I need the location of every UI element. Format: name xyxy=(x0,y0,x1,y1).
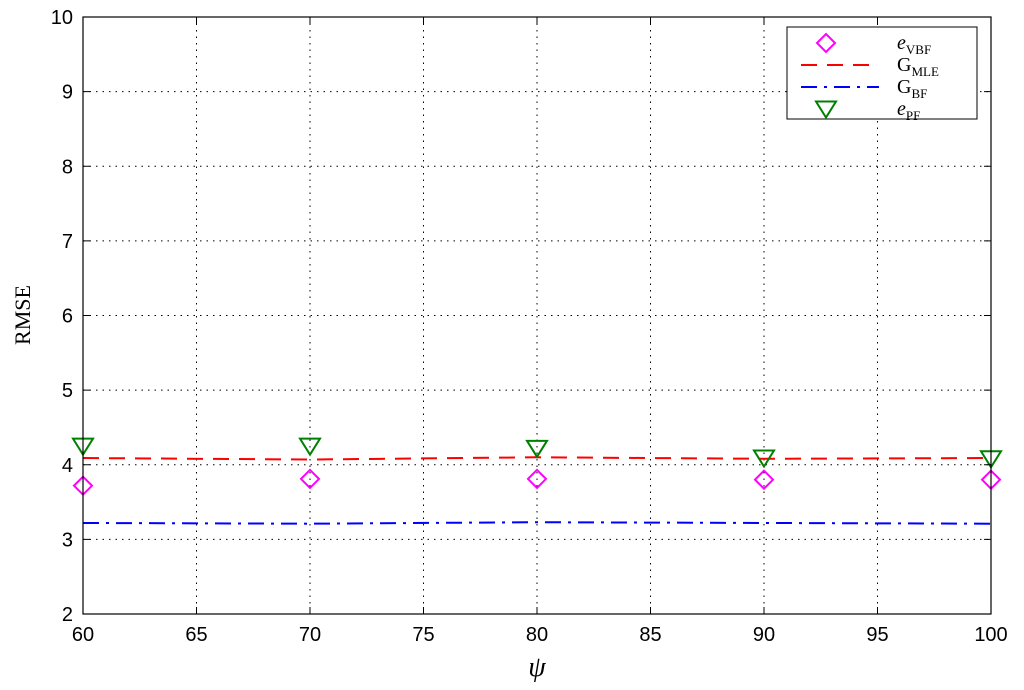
x-tick-label: 70 xyxy=(299,624,321,646)
series-group xyxy=(71,437,1003,525)
y-tick-label: 4 xyxy=(62,455,73,477)
legend-entry: GBF xyxy=(801,76,927,101)
legend-label-main: G xyxy=(897,76,911,98)
legend-marker-sample xyxy=(814,100,838,120)
legend-box xyxy=(786,26,978,120)
legend-label: GMLE xyxy=(897,54,939,79)
y-tick-label: 10 xyxy=(51,7,73,29)
x-tick-label: 65 xyxy=(185,624,207,646)
legend-label-subscript: PF xyxy=(906,108,920,123)
data-point-triangle-down xyxy=(298,437,322,457)
y-tick-label: 6 xyxy=(62,306,73,328)
data-point-triangle-down xyxy=(752,449,776,469)
series-e-vbf xyxy=(72,468,1002,497)
series-line xyxy=(82,521,992,525)
axis-ticks: 60 65 70 75 80 85 90 95 100 2 3 4 5 6 7 8 9 10 xyxy=(51,7,1008,646)
data-point-diamond xyxy=(299,468,321,490)
legend-entry: eVBF xyxy=(815,32,931,57)
data-point-triangle-down xyxy=(525,439,549,459)
legend-label-subscript: MLE xyxy=(911,64,939,79)
legend-label-main: e xyxy=(897,98,906,120)
data-point-diamond xyxy=(526,468,548,490)
y-tick-label: 7 xyxy=(62,231,73,253)
x-tick-label: 90 xyxy=(753,624,775,646)
legend-label: ePF xyxy=(897,98,920,123)
x-tick-label: 95 xyxy=(866,624,888,646)
legend-label: eVBF xyxy=(897,32,931,57)
legend-entry: ePF xyxy=(814,98,920,123)
x-tick-label: 80 xyxy=(526,624,548,646)
y-axis-label: RMSE xyxy=(10,285,35,345)
x-tick-label: 60 xyxy=(72,624,94,646)
legend-label: GBF xyxy=(897,76,927,101)
x-axis-label: ψ xyxy=(528,652,546,683)
y-tick-label: 9 xyxy=(62,82,73,104)
data-point-diamond xyxy=(753,469,775,491)
x-tick-label: 100 xyxy=(974,624,1007,646)
legend-label-subscript: BF xyxy=(911,86,927,101)
x-tick-label: 85 xyxy=(639,624,661,646)
legend-label-subscript: VBF xyxy=(906,42,931,57)
y-tick-label: 8 xyxy=(62,156,73,178)
legend-label-main: G xyxy=(897,54,911,76)
x-tick-label: 75 xyxy=(412,624,434,646)
legend-entry: GMLE xyxy=(801,54,939,79)
y-tick-label: 3 xyxy=(62,529,73,551)
series-g-bf xyxy=(82,521,992,525)
y-tick-label: 5 xyxy=(62,380,73,402)
legend-label-main: e xyxy=(897,32,906,54)
legend-marker-sample xyxy=(815,32,837,54)
y-tick-label: 2 xyxy=(62,604,73,626)
